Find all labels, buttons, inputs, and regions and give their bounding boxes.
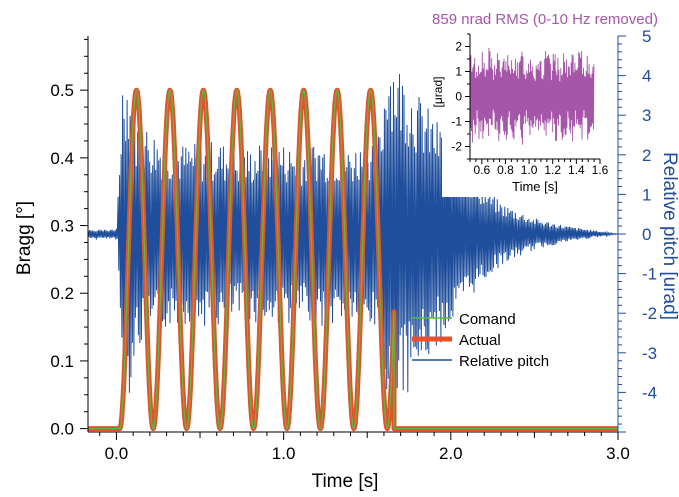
left-y-tick-label: 0.1 [50,352,74,371]
legend-label-actual: Actual [459,332,501,349]
right-y-tick-label: 2 [642,146,651,165]
left-y-tick-label: 0.3 [50,217,74,236]
right-y-tick-label: 5 [642,27,651,46]
x-tick-label: 3.0 [606,444,630,463]
left-y-tick-label: 0.4 [50,149,74,168]
right-y-tick-label: -4 [642,383,657,402]
x-tick-label: 2.0 [439,444,463,463]
inset-signal-layer [469,47,595,145]
legend-label-command: Comand [459,311,516,328]
inset-x-tick-label: 1.0 [521,163,538,177]
command-line [88,88,618,431]
inset-x-tick-label: 1.2 [544,163,561,177]
inset-x-tick-label: 1.4 [568,163,585,177]
inset-y-tick-label: -2 [451,140,462,154]
right-y-tick-label: 4 [642,67,651,86]
right-y-tick-label: -1 [642,265,657,284]
right-y-tick-label: 3 [642,106,651,125]
x-tick-label: 1.0 [272,444,296,463]
right-y-tick-label: 1 [642,185,651,204]
inset-y-tick-label: 2 [455,40,462,54]
inset-signal-line [469,47,595,145]
inset-y-tick-label: 1 [455,65,462,79]
left-y-tick-label: 0.0 [50,420,74,439]
right-axis-label: Relative pitch [urad] [659,152,679,320]
left-axis-label: Bragg [°] [14,201,35,275]
inset-y-tick-label: -1 [451,115,462,129]
legend: Comand Actual Relative pitch [412,311,549,370]
inset-x-tick-label: 0.8 [497,163,514,177]
left-y-tick-label: 0.2 [50,284,74,303]
main-axes: 0.0 1.0 2.0 3.0 0.0 0.1 0.2 0.3 0.4 0.5 -4 -3 -2 -1 0 1… [50,27,657,463]
right-y-tick-label: -3 [642,344,657,363]
left-y-tick-label: 0.5 [50,81,74,100]
inset-axes: 0.6 0.8 1.0 1.2 1.4 1.6 -2 -1 0 1 2 [451,33,609,177]
inset-x-tick-label: 1.6 [592,163,609,177]
command-layer [88,88,618,431]
inset-y-tick-label: 0 [455,90,462,104]
x-tick-label: 0.0 [105,444,129,463]
inset-x-tick-label: 0.6 [473,163,490,177]
legend-label-relative-pitch: Relative pitch [459,353,549,370]
right-y-tick-label: 0 [642,225,651,244]
inset-y-axis-label: [μrad] [431,77,445,108]
right-y-tick-label: -2 [642,304,657,323]
inset-title: 859 nrad RMS (0-10 Hz removed) [432,11,658,28]
x-axis-label: Time [s] [312,471,379,492]
inset-x-axis-label: Time [s] [512,179,558,194]
